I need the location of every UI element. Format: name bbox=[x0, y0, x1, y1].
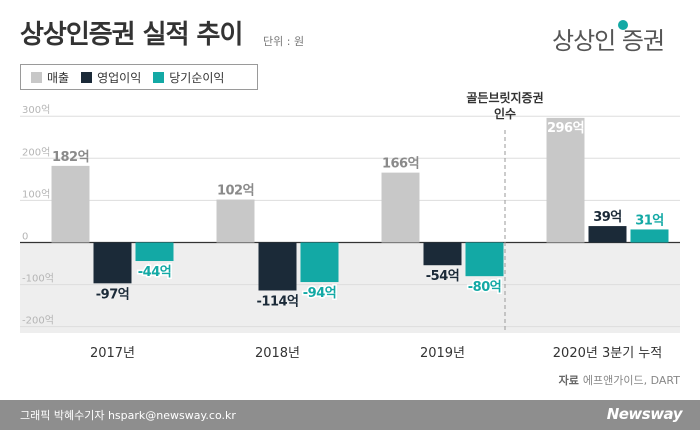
source-text: 에프앤가이드, DART bbox=[582, 374, 680, 387]
publisher-brand: Newsway bbox=[606, 405, 683, 423]
y-tick-label: -100억 bbox=[22, 273, 54, 285]
bar-revenue bbox=[546, 117, 585, 243]
data-label: 182억 bbox=[52, 150, 89, 165]
data-label: 296억 bbox=[547, 121, 584, 136]
y-tick-label: 0 bbox=[22, 231, 28, 242]
y-tick-label: 100억 bbox=[22, 188, 50, 200]
data-label: -97억 bbox=[96, 287, 129, 302]
bar-operating-profit bbox=[258, 242, 297, 291]
bar-net-income bbox=[465, 242, 504, 277]
unit-label: 단위 : 원 bbox=[263, 35, 305, 48]
chart-legend: 매출 영업이익 당기순이익 bbox=[20, 64, 258, 90]
bar-net-income bbox=[630, 229, 669, 243]
data-label: -114억 bbox=[257, 294, 299, 309]
bar-net-income bbox=[135, 242, 174, 262]
y-tick-label: 200억 bbox=[22, 146, 50, 158]
x-category-label: 2017년 bbox=[90, 346, 135, 361]
data-label: 102억 bbox=[217, 184, 254, 199]
x-category-label: 2018년 bbox=[255, 346, 300, 361]
footer-bar: 그래픽 박혜수기자 hspark@newsway.co.kr Newsway bbox=[0, 400, 700, 430]
bar-net-income bbox=[300, 242, 339, 283]
bar-operating-profit bbox=[588, 226, 627, 243]
legend-item-revenue: 매출 bbox=[31, 69, 69, 86]
y-tick-label: -200억 bbox=[22, 315, 54, 327]
data-label: -80억 bbox=[468, 280, 501, 295]
source-label: 자료 bbox=[558, 374, 579, 387]
data-label: 31억 bbox=[635, 213, 664, 228]
legend-label-revenue: 매출 bbox=[47, 70, 70, 85]
annotation-line1: 골든브릿지증권 bbox=[466, 90, 543, 105]
data-label: -54억 bbox=[426, 269, 459, 284]
data-label: -94억 bbox=[303, 286, 336, 301]
data-label: 39억 bbox=[593, 210, 622, 225]
legend-swatch-net-income bbox=[153, 71, 165, 83]
bar-operating-profit bbox=[93, 242, 132, 284]
bar-revenue bbox=[51, 165, 90, 243]
legend-item-operating-profit: 영업이익 bbox=[81, 69, 141, 86]
legend-swatch-revenue bbox=[31, 71, 42, 83]
x-category-label: 2019년 bbox=[420, 346, 465, 361]
legend-item-net-income: 당기순이익 bbox=[153, 69, 224, 86]
bar-revenue bbox=[381, 172, 420, 243]
company-logo: 상상인 증권 bbox=[552, 20, 665, 55]
source-note: 자료 에프앤가이드, DART bbox=[559, 372, 680, 388]
legend-swatch-operating-profit bbox=[81, 71, 93, 83]
legend-label-operating-profit: 영업이익 bbox=[97, 70, 142, 85]
annotation-line2: 인수 bbox=[494, 106, 516, 121]
data-label: -44억 bbox=[138, 265, 171, 280]
legend-label-net-income: 당기순이익 bbox=[169, 70, 225, 85]
graphic-credit: 그래픽 박혜수기자 hspark@newsway.co.kr bbox=[20, 409, 236, 422]
bar-operating-profit bbox=[423, 242, 462, 266]
y-tick-label: 300억 bbox=[22, 104, 50, 116]
x-category-label: 2020년 3분기 누적 bbox=[553, 346, 662, 361]
bar-revenue bbox=[216, 199, 255, 243]
data-label: 166억 bbox=[382, 157, 419, 172]
svg-text:상상인 증권: 상상인 증권 bbox=[552, 27, 664, 55]
chart-title: 상상인증권 실적 추이 bbox=[20, 20, 243, 50]
